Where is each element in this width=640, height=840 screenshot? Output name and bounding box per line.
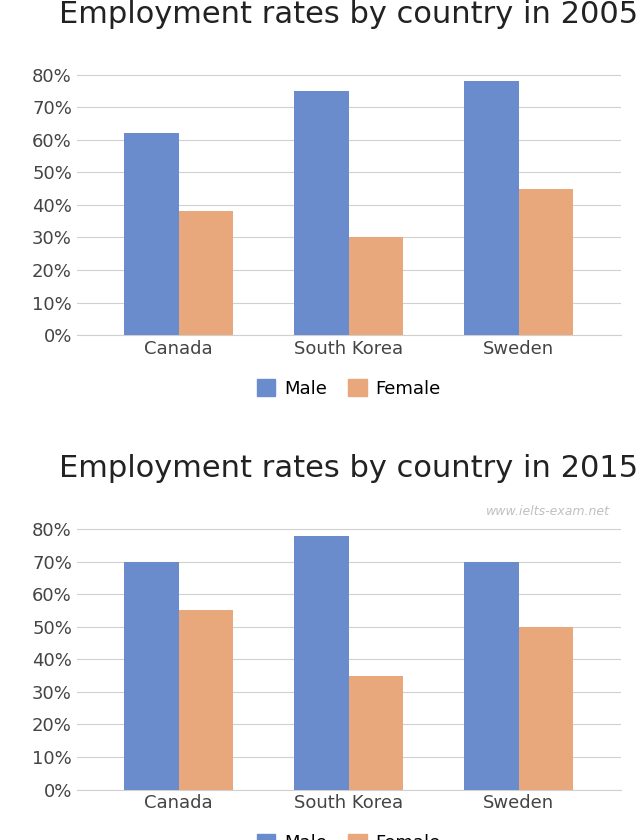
Legend: Male, Female: Male, Female [257,380,441,397]
Bar [294,536,349,790]
Title: Employment rates by country in 2005: Employment rates by country in 2005 [60,0,638,29]
Bar [519,627,573,790]
Bar [124,562,179,790]
Bar [179,611,233,790]
Text: www.ielts-exam.net: www.ielts-exam.net [486,505,610,518]
Bar [465,562,519,790]
Bar [349,675,403,790]
Bar [179,212,233,335]
Bar [519,189,573,335]
Bar [294,91,349,335]
Bar [349,238,403,335]
Bar [124,134,179,335]
Bar [465,81,519,335]
Legend: Male, Female: Male, Female [257,834,441,840]
Title: Employment rates by country in 2015: Employment rates by country in 2015 [60,454,638,483]
